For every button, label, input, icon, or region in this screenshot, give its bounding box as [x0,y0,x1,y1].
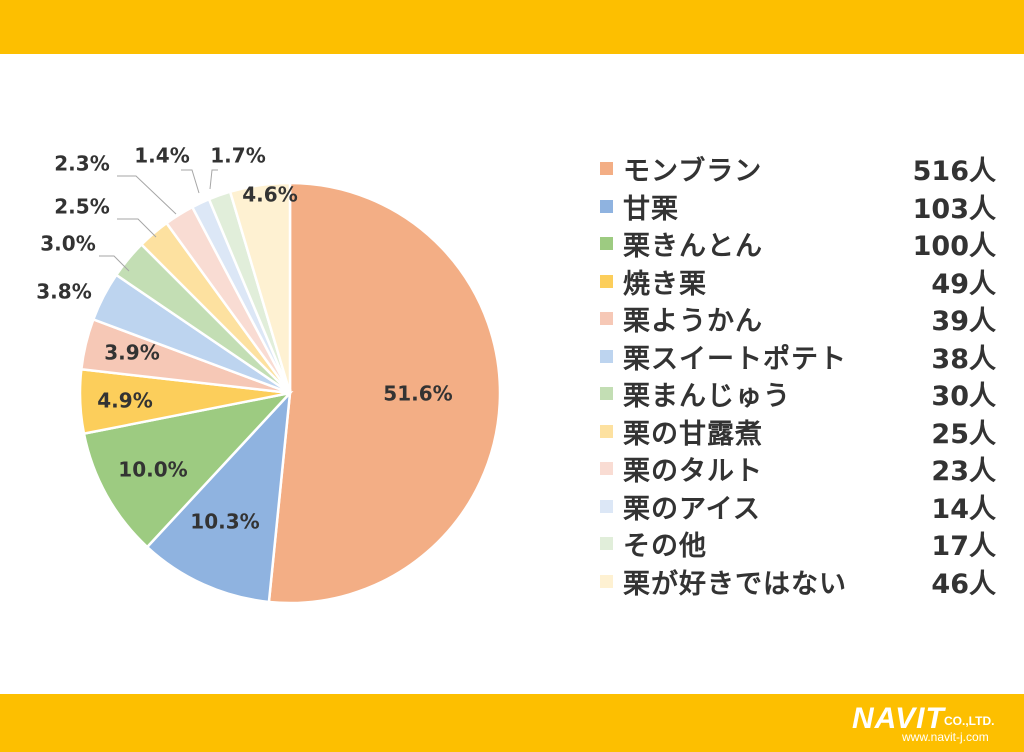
legend-count: 14人 [931,493,996,525]
legend-count: 17人 [931,531,996,563]
chart-legend: モンブラン 516人 甘栗 103人 栗きんとん 100人 焼き栗 49人 栗ようかん 39人 栗ス… [600,150,1010,600]
logo-url: www.navit-j.com [902,730,989,744]
slice-data-label: 1.4% [134,144,189,168]
legend-item: その他 17人 [600,525,1010,563]
legend-item: モンブラン 516人 [600,150,1010,188]
slice-data-label: 2.3% [54,152,109,176]
legend-swatch [600,349,613,363]
legend-count: 516人 [912,156,996,188]
logo-suffix: CO.,LTD. [944,714,995,728]
legend-label: 栗の甘露煮 [623,418,763,450]
pie-slice [82,391,294,549]
slice-data-label: 2.5% [54,195,109,219]
legend-swatch [600,537,613,551]
legend-label: 栗まんじゅう [623,381,791,413]
legend-swatch [600,199,613,213]
legend-count: 38人 [931,343,996,375]
legend-item: 栗の甘露煮 25人 [600,413,1010,451]
pie-chart: 51.6% 10.3% 10.0% 4.9% 3.9% 3.8% 3.0% 2.5% 2.3% 1… [36,144,502,605]
legend-swatch [600,462,613,476]
slice-data-label: 1.7% [210,144,265,168]
legend-label: 栗のアイス [623,493,761,525]
legend-label: 甘栗 [623,193,679,225]
legend-label: 栗スイートポテト [623,343,847,375]
slice-data-label: 3.0% [40,232,95,256]
legend-count: 46人 [931,568,996,600]
legend-swatch [600,499,613,513]
legend-label: 栗が好きではない [623,568,847,600]
logo-brand: NAVIT [852,702,945,735]
legend-label: 焼き栗 [623,268,707,300]
legend-swatch [600,237,613,251]
legend-label: その他 [623,531,707,563]
leader-line [117,218,157,238]
pie-slice [145,389,292,604]
navit-logo: NAVIT CO.,LTD. www.navit-j.com [834,700,1014,746]
legend-item: 栗スイートポテト 38人 [600,338,1010,376]
legend-count: 30人 [931,381,996,413]
legend-item: 栗のタルト 23人 [600,450,1010,488]
legend-label: 栗のタルト [623,456,763,488]
legend-swatch [600,312,613,326]
leader-line [99,255,130,272]
legend-item: 栗きんとん 100人 [600,225,1010,263]
bottom-footer-band [0,694,1024,752]
slice-data-label: 10.3% [190,510,259,534]
pie-slice [267,181,502,605]
legend-label: 栗ようかん [623,306,763,338]
legend-item: 栗ようかん 39人 [600,300,1010,338]
legend-label: 栗きんとん [623,231,763,263]
leader-line [209,169,218,190]
legend-label: モンブラン [623,156,763,188]
legend-count: 25人 [931,418,996,450]
slice-data-label: 4.6% [242,183,297,207]
legend-swatch [600,162,613,176]
top-header-band [0,0,1024,54]
legend-item: 栗まんじゅう 30人 [600,375,1010,413]
legend-item: 焼き栗 49人 [600,263,1010,301]
legend-count: 100人 [912,231,996,263]
slice-data-label: 10.0% [118,458,187,482]
pie-slice [228,181,292,394]
slice-data-label: 3.8% [36,280,91,304]
legend-item: 栗のアイス 14人 [600,488,1010,526]
leader-line [181,169,200,194]
legend-count: 103人 [912,193,996,225]
legend-count: 23人 [931,456,996,488]
slice-data-label: 51.6% [383,382,452,406]
legend-swatch [600,387,613,401]
legend-swatch [600,274,613,288]
legend-count: 49人 [931,268,996,300]
legend-swatch [600,424,613,438]
legend-item: 甘栗 103人 [600,188,1010,226]
legend-item: 栗が好きではない 46人 [600,563,1010,601]
legend-swatch [600,574,613,588]
slice-data-label: 4.9% [97,389,152,413]
legend-count: 39人 [931,306,996,338]
slice-data-label: 3.9% [104,341,159,365]
leader-line [117,175,177,215]
